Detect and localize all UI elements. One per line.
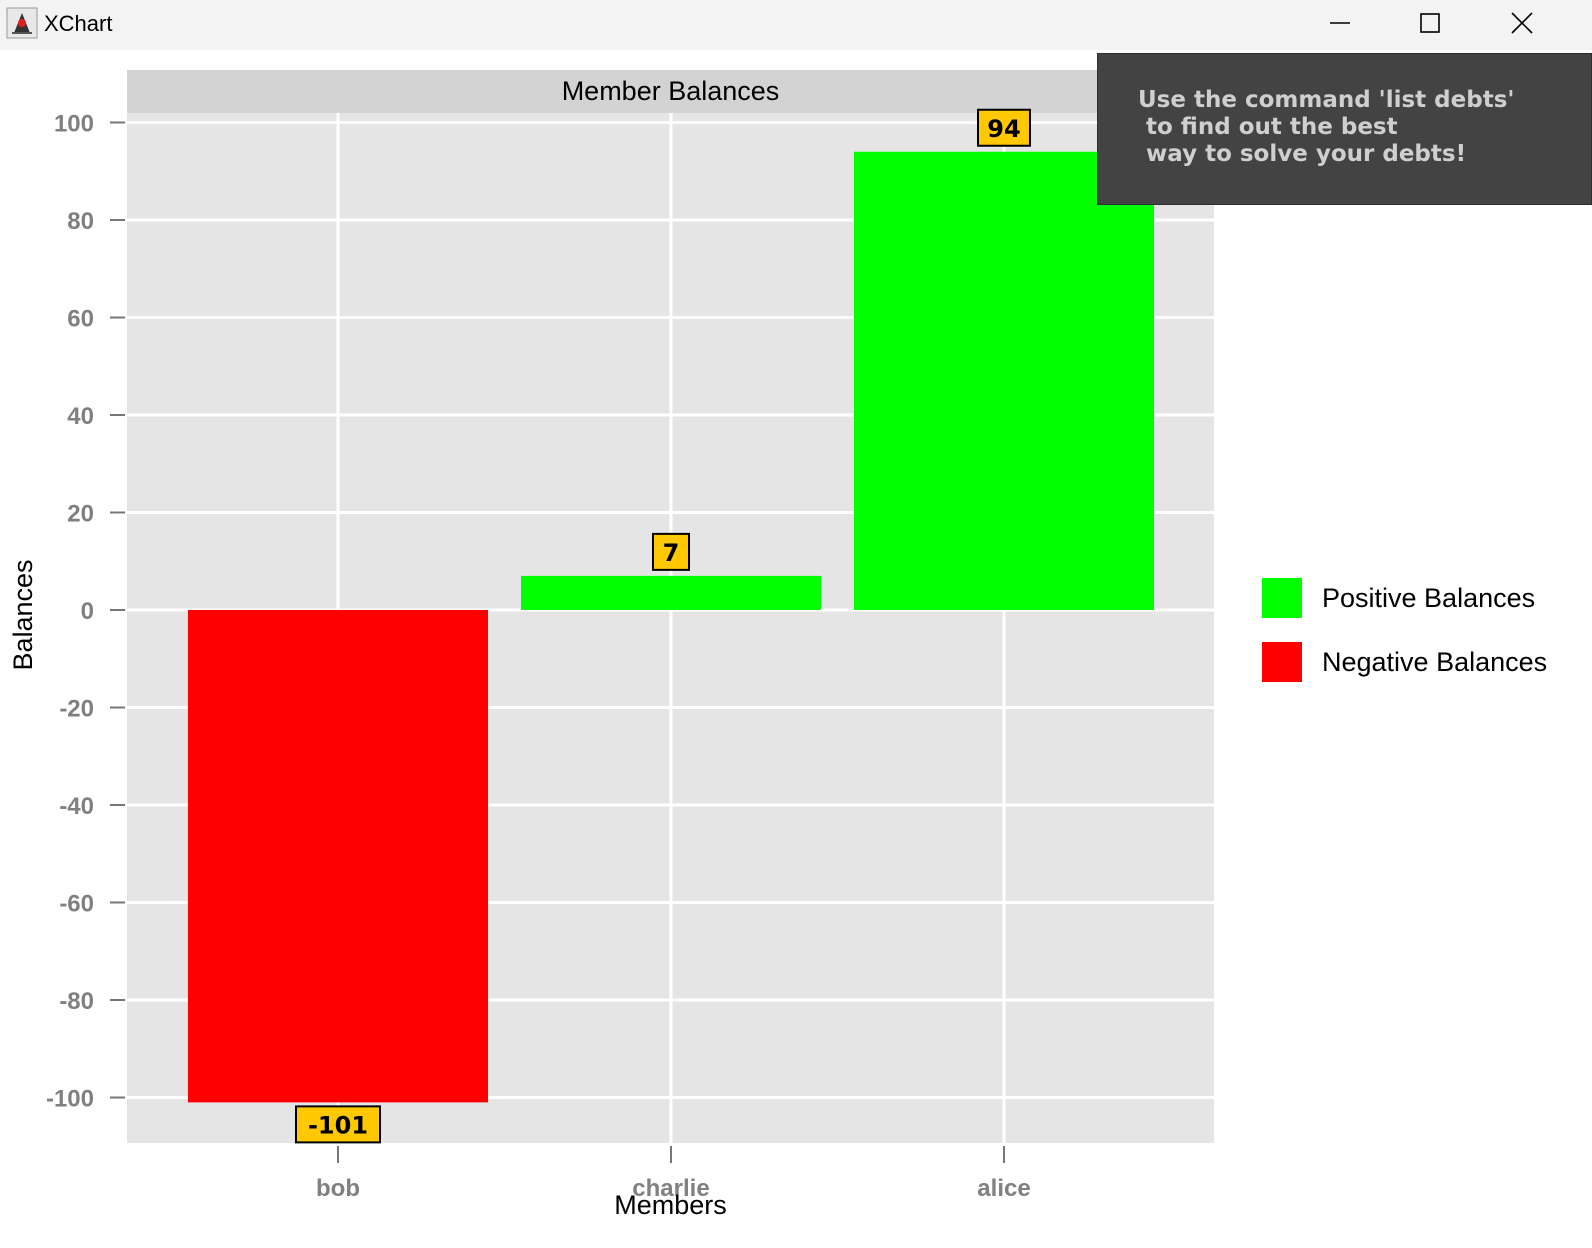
y-axis-title: Balances [8, 559, 38, 670]
bar-bob [188, 610, 488, 1103]
minimize-icon [1330, 22, 1350, 24]
y-tick-label: 0 [81, 598, 94, 625]
y-tick-label: -60 [59, 891, 94, 918]
x-tick-label: bob [316, 1175, 360, 1202]
bar-charlie [521, 575, 821, 610]
window-title: XChart [44, 11, 113, 36]
data-label: 94 [987, 115, 1020, 143]
close-button[interactable] [1477, 0, 1567, 46]
data-label-box [295, 1105, 381, 1144]
x-axis-title: Members [614, 1190, 727, 1220]
y-tick-label: 60 [67, 306, 94, 333]
y-tick-label: 100 [54, 111, 94, 138]
legend-swatch-positive [1262, 578, 1302, 618]
y-tick-label: -20 [59, 696, 94, 723]
y-tick-label: 20 [67, 501, 94, 528]
x-tick-label: alice [977, 1175, 1030, 1202]
bar-chart: Member Balances 100 80 60 40 20 0 -20 -40 -60 -80 -… [8, 70, 1547, 1220]
window-titlebar: XChart [0, 0, 1592, 50]
legend-swatch-negative [1262, 642, 1302, 682]
bar-alice [854, 151, 1154, 610]
close-icon [1511, 12, 1533, 34]
y-tick-label: -80 [59, 988, 94, 1015]
help-tooltip: Use the command 'list debts' to find out… [1097, 53, 1592, 205]
data-label-box [977, 108, 1031, 147]
x-tick-label: charlie [632, 1175, 709, 1202]
data-label-box [652, 532, 690, 571]
y-tick-label: -40 [59, 793, 94, 820]
legend-label: Negative Balances [1322, 647, 1547, 677]
y-tick-label: 80 [67, 208, 94, 235]
y-tick-label: 40 [67, 403, 94, 430]
chart-title-box [127, 70, 1214, 113]
y-tick-label: -100 [46, 1086, 94, 1113]
maximize-button[interactable] [1385, 0, 1475, 46]
data-label: 7 [663, 539, 680, 567]
data-label: -101 [308, 1111, 368, 1139]
legend-label: Positive Balances [1322, 583, 1535, 613]
chart-title: Member Balances [562, 76, 780, 106]
java-duke-icon [6, 7, 38, 39]
minimize-button[interactable] [1295, 0, 1385, 46]
maximize-icon [1420, 13, 1440, 33]
